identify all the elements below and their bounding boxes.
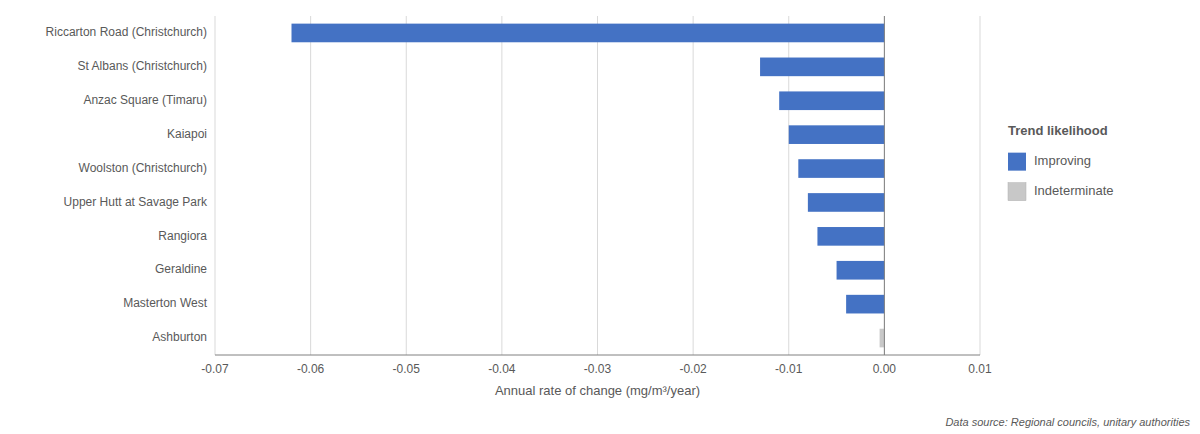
bar — [789, 125, 885, 144]
x-axis-label: Annual rate of change (mg/m³/year) — [495, 383, 700, 398]
category-label: Anzac Square (Timaru) — [83, 93, 207, 107]
category-label: Kaiapoi — [167, 127, 207, 141]
grid — [215, 16, 980, 355]
x-tick-label: -0.06 — [297, 362, 325, 376]
category-label: Upper Hutt at Savage Park — [64, 195, 208, 209]
category-label: Masterton West — [123, 296, 207, 310]
legend-swatch — [1008, 153, 1026, 171]
category-label: Ashburton — [152, 330, 207, 344]
x-tick-label: 0.01 — [968, 362, 992, 376]
x-tick-label: -0.03 — [584, 362, 612, 376]
grid-line — [501, 16, 502, 355]
x-axis-line — [215, 355, 980, 356]
x-tick-label: -0.07 — [201, 362, 229, 376]
grid-line — [597, 16, 598, 355]
bar — [846, 295, 884, 314]
legend-label: Indeterminate — [1034, 183, 1114, 198]
bar — [808, 193, 885, 212]
x-tick-label: 0.00 — [873, 362, 897, 376]
zero-line — [884, 16, 885, 355]
legend-title: Trend likelihood — [1008, 123, 1108, 138]
bar — [880, 329, 885, 348]
category-label: Woolston (Christchurch) — [79, 161, 207, 175]
x-tick-label: -0.01 — [775, 362, 803, 376]
bar — [837, 261, 885, 280]
y-tick-labels: Riccarton Road (Christchurch) St Albans (… — [46, 25, 208, 344]
x-ticks: -0.07 -0.06 -0.05 -0.04 -0.03 -0.02 -0.01 0.00 0… — [201, 362, 992, 376]
legend: Trend likelihood Improving Indeterminate — [1008, 123, 1114, 201]
category-label: St Albans (Christchurch) — [78, 59, 207, 73]
bar — [798, 159, 884, 178]
x-tick-label: -0.04 — [488, 362, 516, 376]
grid-line — [980, 16, 981, 355]
chart-container: -0.07 -0.06 -0.05 -0.04 -0.03 -0.02 -0.01 0.00 0… — [0, 0, 1200, 434]
grid-line — [693, 16, 694, 355]
grid-line — [884, 16, 885, 355]
x-tick-label: -0.05 — [393, 362, 421, 376]
category-label: Geraldine — [155, 262, 207, 276]
annotation: Data source: Regional councils, unitary … — [945, 416, 1190, 428]
category-label: Rangiora — [158, 229, 207, 243]
chart-svg: -0.07 -0.06 -0.05 -0.04 -0.03 -0.02 -0.01 0.00 0… — [0, 0, 1200, 434]
x-tick-label: -0.02 — [679, 362, 707, 376]
bar — [760, 58, 884, 77]
bars — [292, 24, 885, 348]
bar — [292, 24, 885, 43]
bar — [779, 91, 884, 110]
category-label: Riccarton Road (Christchurch) — [46, 25, 207, 39]
bar — [817, 227, 884, 246]
grid-line — [406, 16, 407, 355]
legend-swatch — [1008, 183, 1026, 201]
legend-label: Improving — [1034, 153, 1091, 168]
grid-line — [215, 16, 216, 355]
grid-line — [310, 16, 311, 355]
